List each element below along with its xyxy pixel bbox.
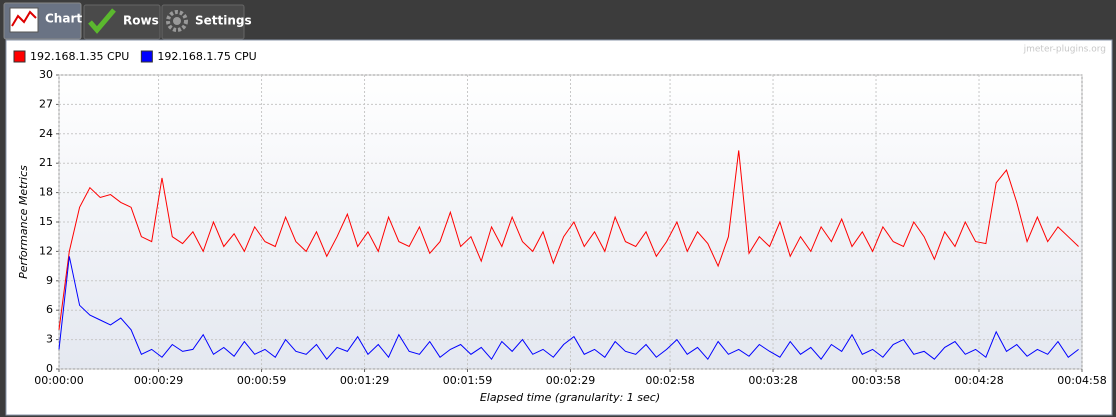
series-line [58, 150, 1079, 330]
x-tick-label: 00:04:28 [954, 374, 1003, 387]
y-tick-label: 21 [39, 156, 53, 169]
x-tick-label: 00:03:28 [748, 374, 797, 387]
y-tick-label: 24 [39, 127, 53, 140]
y-tick-label: 27 [39, 97, 53, 110]
tab-settings[interactable]: Settings [161, 4, 252, 40]
x-tick-label: 00:04:58 [1057, 374, 1106, 387]
y-tick-label: 30 [39, 68, 53, 81]
y-tick-label: 0 [46, 362, 53, 375]
y-tick-label: 18 [39, 186, 53, 199]
tab-chart[interactable]: Chart [3, 2, 82, 40]
x-tick-label: 00:03:58 [851, 374, 900, 387]
legend-label: 192.168.1.35 CPU [30, 50, 129, 63]
tab-label[interactable]: Settings [195, 14, 252, 28]
x-tick-label: 00:00:59 [237, 374, 286, 387]
x-tick-label: 00:02:58 [645, 374, 694, 387]
y-tick-label: 6 [46, 303, 53, 316]
watermark: https://blog.csdn.net/wht15136257239 [836, 390, 1110, 406]
x-axis-label: Elapsed time (granularity: 1 sec) [480, 391, 660, 404]
x-tick-label: 00:01:59 [443, 374, 492, 387]
tab-rows[interactable]: Rows [83, 4, 161, 40]
legend-label: 192.168.1.75 CPU [157, 50, 256, 63]
y-tick-label: 15 [39, 215, 53, 228]
watermark: jmeter-plugins.org [1023, 45, 1106, 55]
x-tick-label: 00:00:29 [134, 374, 183, 387]
x-tick-label: 00:01:29 [340, 374, 389, 387]
x-tick-label: 00:02:29 [546, 374, 595, 387]
y-tick-label: 9 [46, 274, 53, 287]
series-line [58, 256, 1079, 361]
legend-swatch [140, 50, 153, 63]
legend-swatch [13, 50, 26, 63]
y-tick-label: 3 [46, 333, 53, 346]
tab-label[interactable]: Chart [45, 12, 82, 26]
tab-label[interactable]: Rows [123, 14, 159, 28]
y-tick-label: 12 [39, 244, 53, 257]
x-tick-label: 00:00:00 [34, 374, 83, 387]
y-axis-label: Performance Metrics [17, 165, 30, 279]
